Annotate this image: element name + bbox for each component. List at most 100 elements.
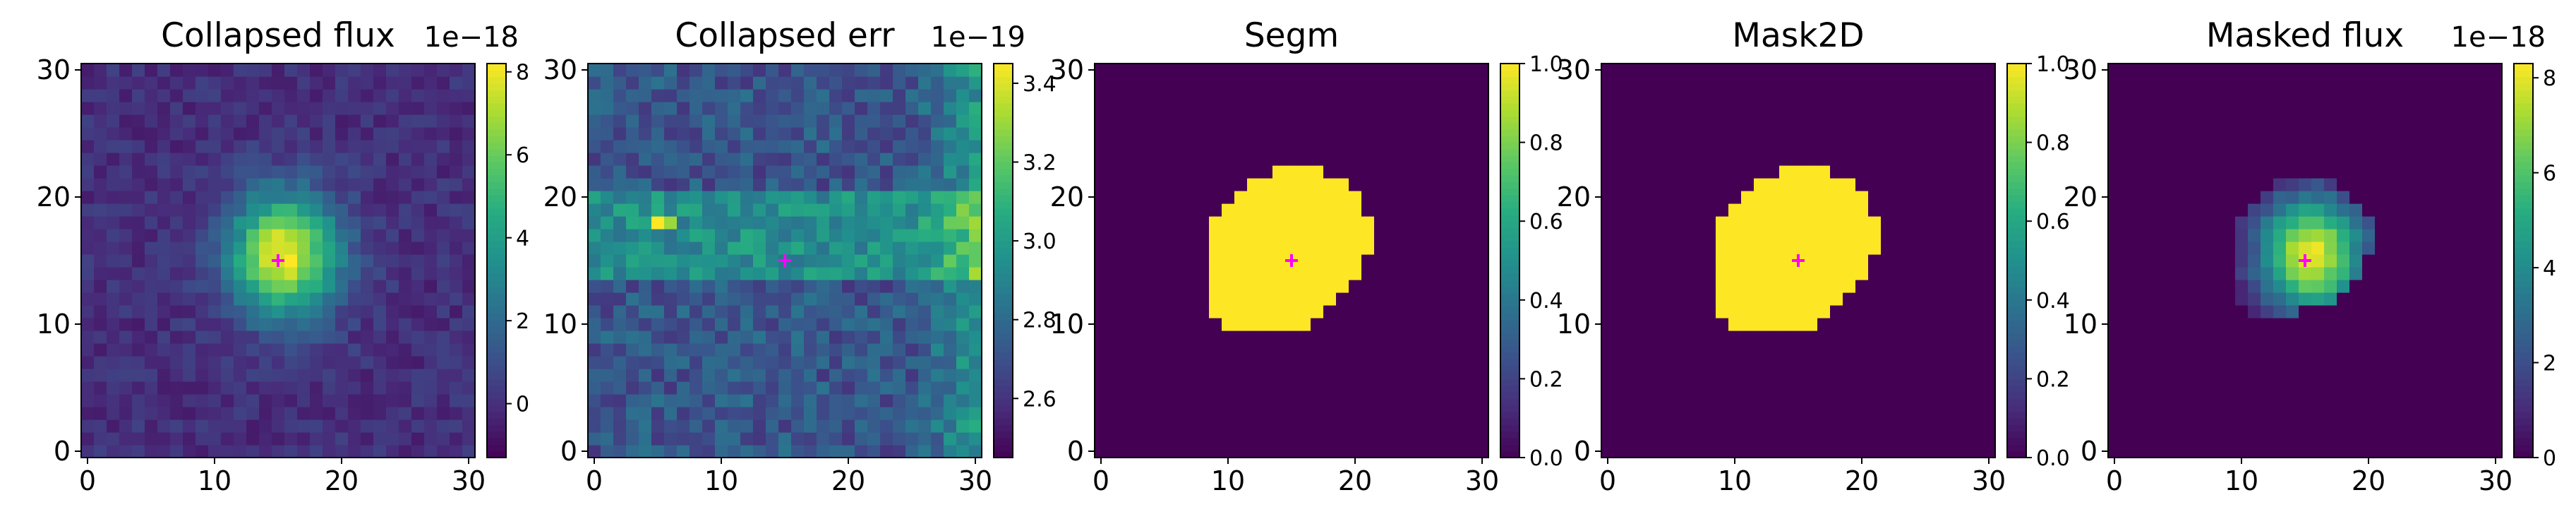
heatmap-cell: [2324, 254, 2337, 268]
heatmap-cell: [1817, 356, 1831, 369]
heatmap-cell: [1906, 203, 1920, 217]
heatmap-cell: [1361, 280, 1375, 293]
heatmap-cell: [437, 216, 450, 229]
heatmap-cell: [335, 254, 349, 268]
heatmap-cell: [411, 254, 425, 268]
heatmap-cell: [1728, 64, 1742, 77]
heatmap-cell: [1336, 127, 1349, 141]
heatmap-cell: [1222, 64, 1235, 77]
heatmap-cell: [893, 64, 906, 77]
heatmap-cell: [2489, 356, 2503, 369]
heatmap-cell: [2235, 203, 2249, 217]
heatmap-cell: [715, 292, 728, 306]
heatmap-cell: [969, 216, 982, 229]
colorbar-segment: [487, 280, 506, 287]
heatmap-cell: [626, 127, 639, 141]
colorbar-segment: [994, 64, 1013, 71]
heatmap-cell: [1387, 330, 1400, 344]
heatmap-cell: [2388, 343, 2401, 357]
heatmap-cell: [1247, 445, 1260, 458]
heatmap-cell: [1843, 280, 1856, 293]
heatmap-cell: [1678, 241, 1691, 255]
heatmap-cell: [1234, 343, 1248, 357]
heatmap-cell: [462, 280, 476, 293]
heatmap-cell: [1627, 280, 1640, 293]
heatmap-cell: [373, 241, 387, 255]
heatmap-cell: [348, 114, 361, 128]
heatmap-cell: [1932, 216, 1945, 229]
heatmap-cell: [1932, 76, 1945, 90]
heatmap-cell: [107, 318, 120, 331]
colorbar-segment: [1500, 345, 1519, 353]
heatmap-cell: [234, 64, 247, 77]
heatmap-cell: [1184, 229, 1197, 242]
heatmap-cell: [1095, 356, 1108, 369]
heatmap-cell: [740, 178, 754, 191]
colorbar-segment: [487, 287, 506, 294]
heatmap-cell: [2426, 369, 2439, 382]
heatmap-cell: [639, 407, 652, 420]
heatmap-cell: [208, 76, 222, 90]
heatmap-cell: [1627, 254, 1640, 268]
heatmap-cell: [1158, 381, 1172, 395]
heatmap-cell: [1196, 89, 1210, 102]
heatmap-cell: [956, 305, 970, 318]
heatmap-cell: [880, 407, 893, 420]
heatmap-cell: [2184, 229, 2198, 242]
heatmap-cell: [1652, 356, 1666, 369]
heatmap-cell: [323, 432, 336, 446]
heatmap-cell: [1209, 254, 1222, 268]
heatmap-cell: [1374, 419, 1388, 433]
heatmap-cell: [1107, 356, 1121, 369]
heatmap-cell: [1145, 407, 1159, 420]
heatmap-cell: [905, 229, 919, 242]
heatmap-cell: [1678, 165, 1691, 179]
heatmap-cell: [1222, 76, 1235, 90]
heatmap-cell: [1196, 445, 1210, 458]
heatmap-cell: [664, 432, 678, 446]
heatmap-cell: [601, 178, 614, 191]
heatmap-cell: [2108, 394, 2121, 407]
heatmap-cell: [157, 356, 171, 369]
heatmap-cell: [411, 64, 425, 77]
heatmap-cell: [1323, 394, 1337, 407]
heatmap-cell: [651, 127, 665, 141]
colorbar-segment: [994, 352, 1013, 360]
heatmap-cell: [740, 102, 754, 115]
heatmap-cell: [1285, 369, 1299, 382]
heatmap-cell: [728, 241, 741, 255]
heatmap-cell: [1944, 292, 1958, 306]
heatmap-cell: [702, 178, 716, 191]
heatmap-cell: [601, 407, 614, 420]
heatmap-cell: [1601, 318, 1615, 331]
colorbar-segment: [487, 175, 506, 182]
colorbar-segment: [994, 83, 1013, 90]
heatmap-cell: [1107, 216, 1121, 229]
heatmap-cell: [373, 89, 387, 102]
heatmap-cell: [1120, 394, 1133, 407]
heatmap-cell: [664, 419, 678, 433]
heatmap-cell: [424, 356, 438, 369]
heatmap-cell: [1741, 419, 1755, 433]
heatmap-cell: [183, 153, 196, 166]
heatmap-cell: [246, 318, 260, 331]
heatmap-cell: [842, 127, 855, 141]
heatmap-cell: [1120, 127, 1133, 141]
heatmap-cell: [601, 305, 614, 318]
heatmap-cell: [1665, 89, 1678, 102]
panel-title: Segm: [1244, 16, 1339, 55]
heatmap-cell: [715, 432, 728, 446]
heatmap-cell: [2388, 381, 2401, 395]
heatmap-cell: [2146, 267, 2160, 280]
heatmap-cell: [132, 140, 145, 153]
heatmap-cell: [1614, 292, 1627, 306]
heatmap-cell: [1400, 89, 1413, 102]
heatmap-cell: [1184, 318, 1197, 331]
heatmap-cell: [893, 318, 906, 331]
heatmap-cell: [728, 445, 741, 458]
heatmap-cell: [437, 153, 450, 166]
heatmap-cell: [702, 114, 716, 128]
heatmap-cell: [1476, 356, 1489, 369]
heatmap-cell: [1970, 127, 1983, 141]
heatmap-cell: [1830, 369, 1843, 382]
